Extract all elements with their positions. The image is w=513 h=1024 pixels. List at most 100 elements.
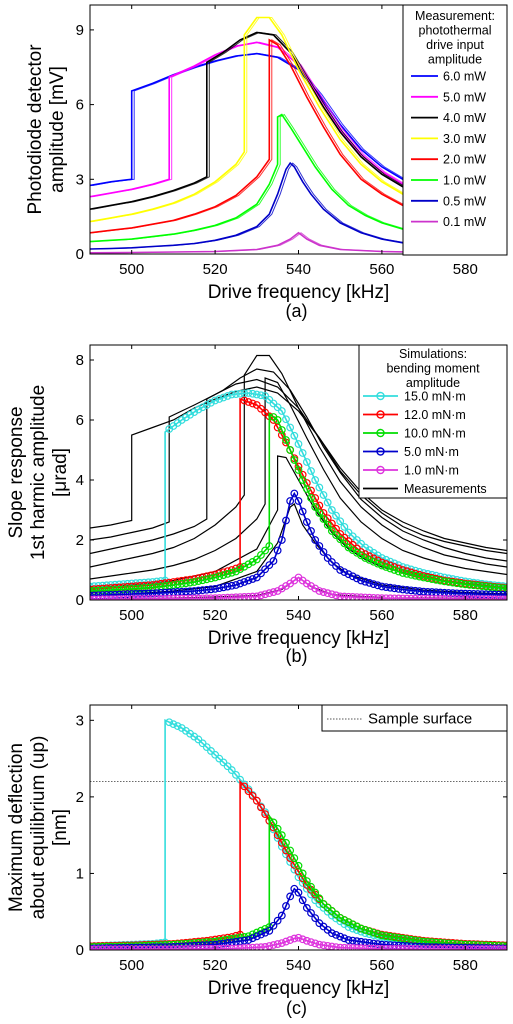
data-point (240, 944, 249, 950)
data-point (282, 937, 290, 946)
data-point (194, 945, 203, 950)
data-point (294, 497, 303, 505)
data-point (386, 594, 395, 600)
data-point (490, 595, 499, 600)
data-point (277, 426, 286, 434)
data-point (273, 916, 282, 925)
data-point (244, 576, 253, 585)
data-point (382, 583, 390, 591)
legend-title: amplitude (428, 53, 482, 67)
y-axis-label-line: [μrad] (50, 448, 71, 497)
data-point (473, 945, 482, 950)
legend-label: 10.0 mN·m (404, 427, 466, 441)
data-point (131, 584, 140, 593)
data-point (307, 467, 315, 475)
data-point (136, 595, 144, 600)
data-point (311, 888, 320, 897)
data-point (302, 936, 311, 945)
data-point (411, 571, 420, 580)
y-tick-label: 3 (76, 712, 84, 729)
data-point (298, 935, 307, 944)
data-point (486, 945, 495, 950)
data-point (211, 944, 219, 950)
x-tick-label: 560 (369, 957, 394, 974)
data-point (131, 589, 140, 598)
data-point (302, 579, 311, 588)
data-point (286, 846, 295, 855)
data-point (194, 586, 203, 595)
data-point (419, 587, 428, 596)
data-point (340, 568, 349, 576)
data-point (323, 589, 332, 598)
legend-entry: 1.0 mN·m (363, 464, 459, 478)
data-point (236, 579, 245, 588)
data-point (398, 934, 407, 943)
data-point (223, 939, 232, 947)
data-point (265, 561, 274, 570)
data-point (252, 573, 261, 582)
data-point (336, 943, 345, 950)
data-point (428, 945, 436, 950)
data-point (173, 942, 182, 950)
data-point (415, 945, 424, 950)
data-point (378, 931, 386, 940)
data-point (123, 945, 132, 950)
data-point (315, 894, 324, 903)
data-point (403, 945, 411, 950)
data-point (461, 595, 470, 600)
data-point (386, 583, 395, 592)
data-point (403, 594, 411, 600)
data-point (478, 945, 486, 950)
data-point (503, 591, 507, 599)
data-point (490, 590, 499, 599)
data-point (411, 586, 420, 595)
legend-title: amplitude (406, 376, 460, 390)
data-point (503, 595, 507, 600)
data-point (269, 588, 278, 596)
data-point (277, 584, 286, 593)
data-point (127, 585, 136, 593)
x-tick-label: 520 (203, 261, 228, 278)
data-point (444, 595, 453, 600)
data-point (169, 940, 178, 949)
data-point (102, 595, 111, 600)
data-point (423, 945, 432, 950)
data-point (315, 940, 324, 949)
data-point (457, 595, 466, 600)
legend: Simulations:bending momentamplitude15.0 … (358, 344, 508, 499)
data-point (161, 945, 169, 950)
data-point (332, 943, 340, 950)
data-point (115, 595, 124, 600)
data-point (398, 945, 407, 950)
data-point (277, 939, 286, 948)
legend-label: 1.0 mN·m (404, 464, 459, 478)
x-tick-label: 580 (453, 957, 478, 974)
data-point (323, 521, 332, 529)
data-point (261, 546, 270, 555)
data-point (394, 585, 403, 593)
data-point (315, 587, 324, 595)
data-point (169, 581, 178, 589)
data-point (453, 589, 461, 598)
data-point (198, 586, 207, 595)
data-point (411, 594, 420, 600)
data-point (211, 396, 220, 405)
data-point (465, 595, 474, 600)
data-point (340, 943, 349, 950)
legend-entry: 0.5 mW (411, 194, 486, 208)
data-point (307, 527, 315, 535)
data-point (161, 594, 169, 600)
data-point (119, 945, 128, 950)
data-point (257, 930, 265, 939)
data-point (90, 591, 94, 600)
data-point (365, 555, 374, 564)
data-point (148, 589, 157, 598)
data-point (332, 562, 340, 570)
data-point (182, 594, 190, 600)
data-point (232, 390, 240, 399)
data-point (298, 507, 307, 516)
plot-area (90, 718, 507, 950)
series-15-0-mn-m (90, 718, 507, 950)
x-tick-label: 560 (369, 607, 394, 624)
series-10-0-mn-m (90, 813, 507, 950)
